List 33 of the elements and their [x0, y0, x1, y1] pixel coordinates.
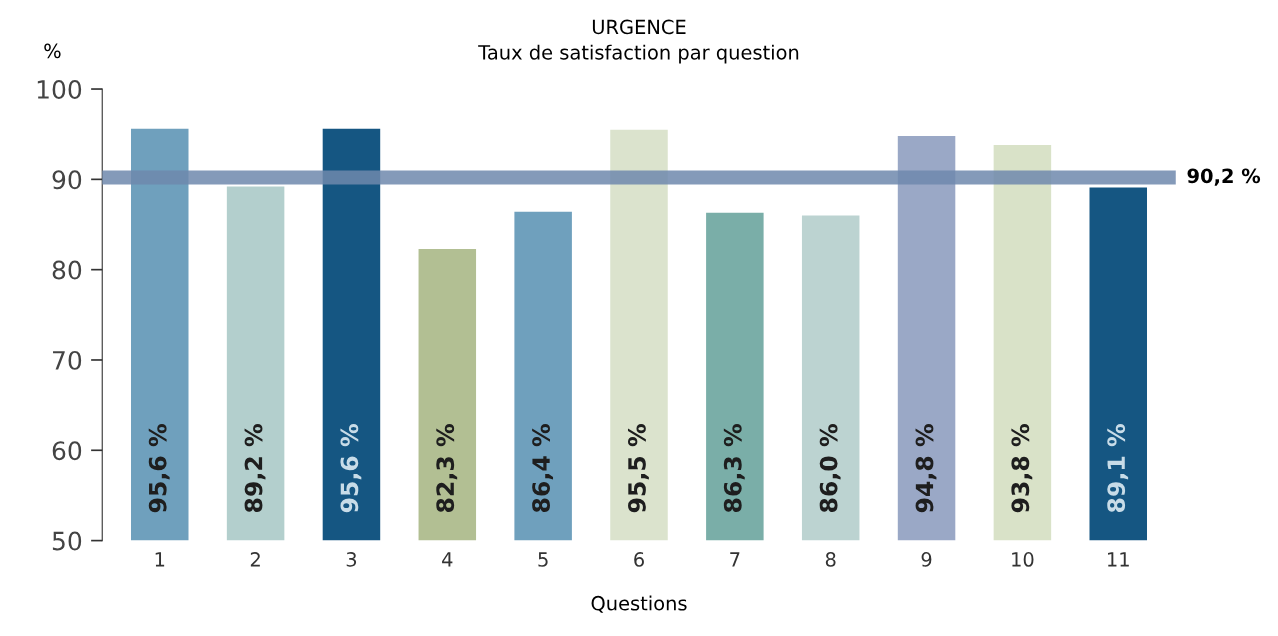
- x-tick-label: 1: [155, 552, 165, 567]
- x-tick-label: 9: [921, 552, 932, 567]
- data-label: 93,8 %: [1011, 424, 1033, 513]
- x-tick-label: 8: [825, 552, 836, 567]
- data-label: 95,6 %: [148, 424, 170, 513]
- data-label: 89,2 %: [244, 424, 266, 513]
- data-label: 95,6 %: [340, 424, 362, 513]
- y-tick-label: 100: [37, 79, 82, 99]
- y-tick-label: 90: [52, 170, 82, 190]
- x-tick-label: 7: [730, 552, 740, 567]
- x-axis-title: Questions: [591, 595, 687, 613]
- x-tick-label: 2: [250, 552, 260, 567]
- data-label: 82,3 %: [436, 424, 458, 513]
- x-tick-label: 10: [1012, 552, 1034, 567]
- chart-title: URGENCE: [592, 19, 686, 35]
- ref-line-label: 90,2 %: [1187, 168, 1261, 186]
- data-label: 95,5 %: [627, 424, 649, 513]
- y-axis-title: %: [44, 43, 61, 59]
- data-label: 89,1 %: [1107, 424, 1129, 513]
- x-tick-label: 11: [1108, 552, 1129, 567]
- y-tick-label: 60: [52, 441, 82, 461]
- y-tick-label: 70: [53, 350, 82, 370]
- y-tick-label: 50: [52, 531, 82, 551]
- data-label: 86,0 %: [819, 424, 841, 513]
- y-tick-label: 80: [52, 260, 82, 280]
- data-label: 86,4 %: [532, 424, 554, 513]
- chart-subtitle: Taux de satisfaction par question: [478, 44, 799, 64]
- x-tick-label: 5: [538, 552, 548, 567]
- data-label: 86,3 %: [723, 424, 745, 513]
- x-tick-label: 6: [634, 552, 644, 567]
- data-label: 94,8 %: [915, 424, 937, 513]
- x-tick-label: 3: [346, 552, 357, 567]
- x-tick-label: 4: [442, 552, 453, 567]
